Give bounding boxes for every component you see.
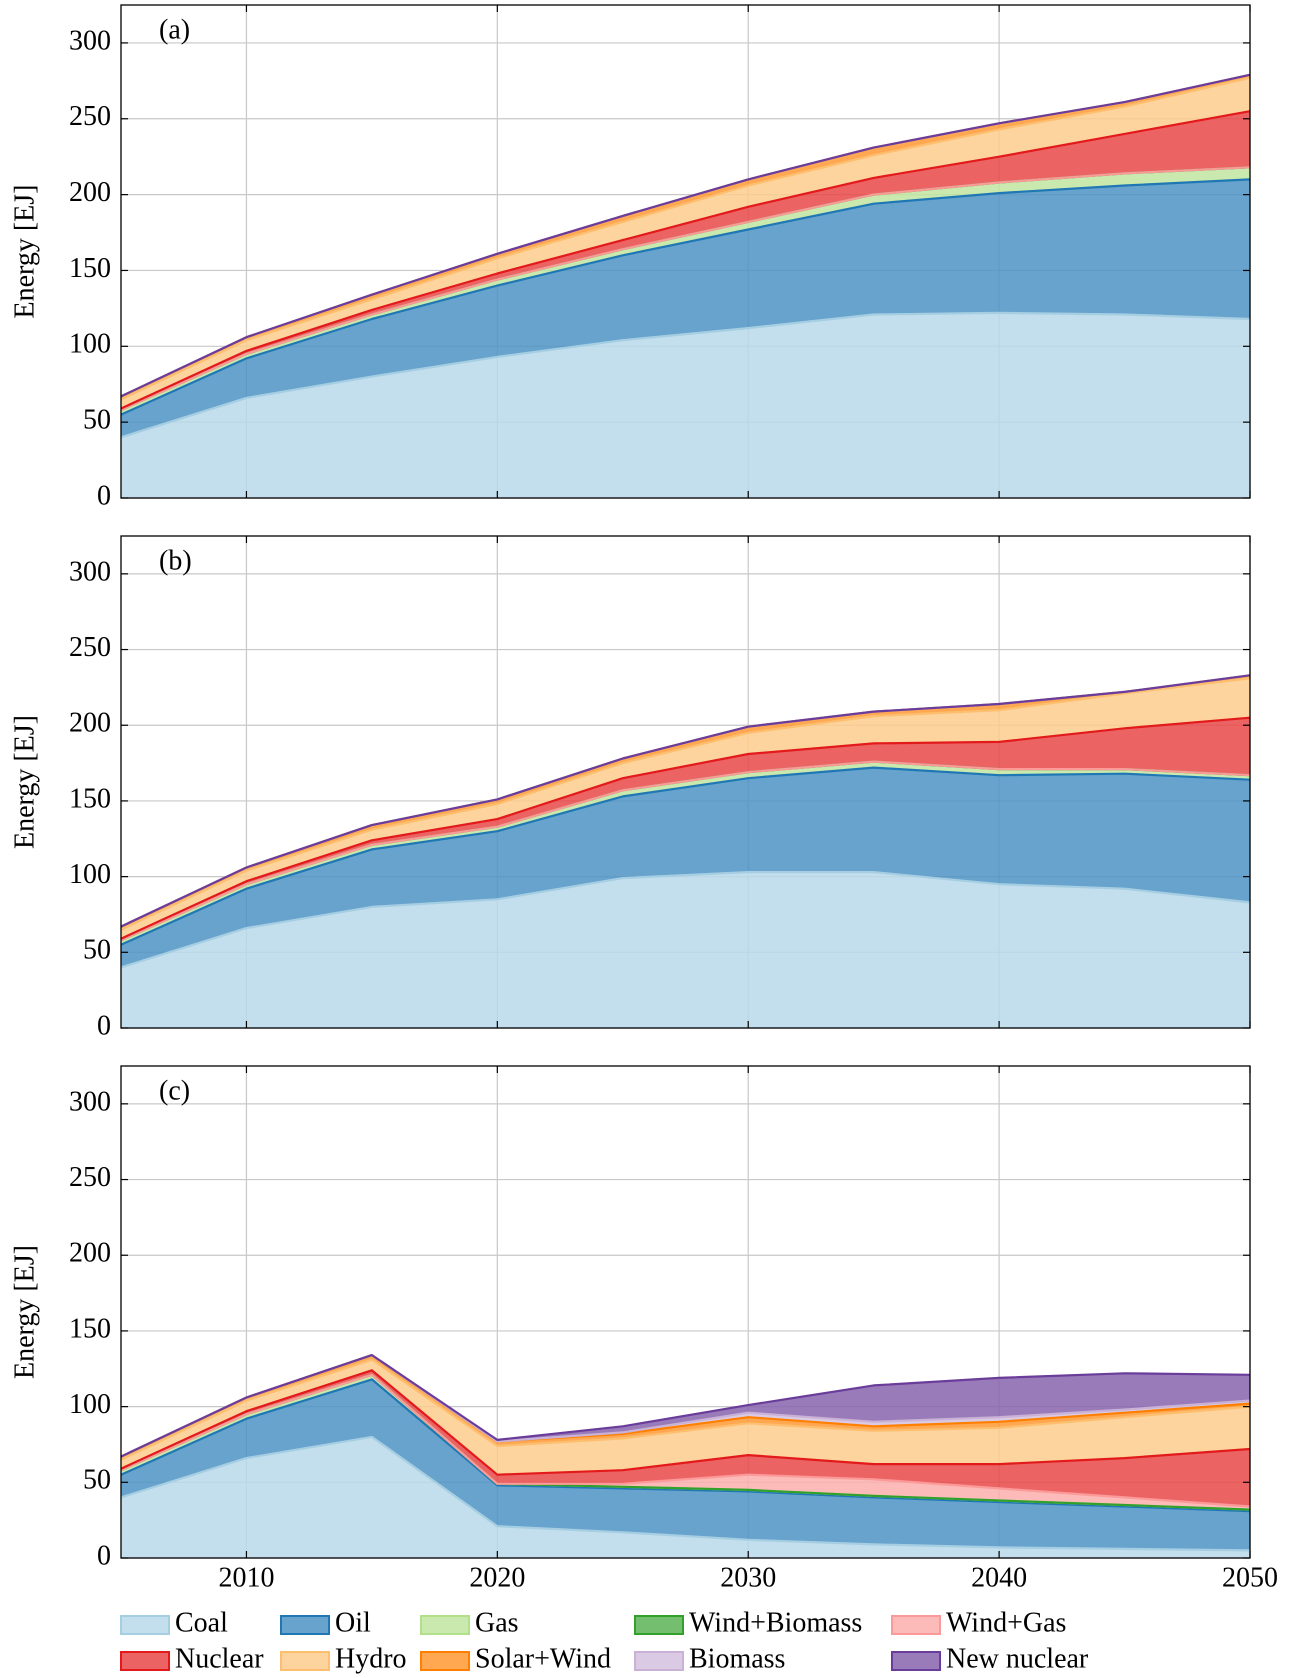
area-edge <box>120 674 1251 928</box>
plot-frame <box>120 535 1251 1029</box>
y-tick-label: 100 <box>69 329 111 360</box>
area-edge <box>120 871 1251 969</box>
legend-label: Wind+Biomass <box>689 1607 862 1638</box>
area <box>121 77 1250 409</box>
y-tick-label: 250 <box>69 1162 111 1193</box>
legend-label: Nuclear <box>175 1643 264 1674</box>
y-tick-label: 150 <box>69 253 111 284</box>
y-tick-label: 50 <box>83 405 111 436</box>
y-tick-label: 250 <box>69 101 111 132</box>
legend-swatch <box>280 1651 330 1671</box>
legend-label: Gas <box>475 1607 519 1638</box>
area <box>121 1359 1250 1475</box>
legend-label: Coal <box>175 1607 228 1638</box>
y-tick-label: 250 <box>69 632 111 663</box>
area-edge <box>120 1435 1251 1552</box>
legend-swatch <box>420 1651 470 1671</box>
x-tick-label: 2020 <box>469 1562 525 1593</box>
y-axis-label: Energy [EJ] <box>9 1245 40 1379</box>
legend-swatch <box>634 1615 684 1635</box>
legend-label: New nuclear <box>946 1643 1089 1674</box>
legend-swatch <box>120 1615 170 1635</box>
x-tick-label: 2010 <box>218 1562 274 1593</box>
area <box>121 1379 1250 1551</box>
area <box>121 111 1250 410</box>
y-tick-label: 0 <box>97 1010 111 1041</box>
legend-swatch <box>120 1651 170 1671</box>
y-tick-label: 100 <box>69 859 111 890</box>
legend-swatch <box>891 1651 941 1671</box>
x-tick-label: 2040 <box>971 1562 1027 1593</box>
area <box>121 717 1250 941</box>
area-edge <box>120 73 1251 398</box>
area <box>121 1436 1250 1558</box>
legend-swatch <box>420 1615 470 1635</box>
area-edge <box>120 716 1251 940</box>
legend: Coal Oil Gas Wind+Biomass Wind+Gas Nuclear Hyd… <box>120 1607 1089 1674</box>
y-tick-label: 100 <box>69 1389 111 1420</box>
y-tick-label: 300 <box>69 1086 111 1117</box>
area <box>121 1370 1250 1507</box>
y-tick-label: 200 <box>69 177 111 208</box>
area <box>121 179 1250 438</box>
plot-frame <box>120 1065 1251 1559</box>
area-edge <box>120 178 1251 416</box>
y-tick-label: 50 <box>83 935 111 966</box>
x-tick-label: 2050 <box>1222 1562 1278 1593</box>
panel: 0 50 100 150 200 250 300 (a) Energy [EJ] <box>9 4 1251 511</box>
area <box>121 312 1250 498</box>
panel-label: (b) <box>159 545 192 576</box>
area-edge <box>120 166 1251 412</box>
x-tick-label: 2030 <box>720 1562 776 1593</box>
y-axis-label: Energy [EJ] <box>9 715 40 849</box>
y-tick-label: 50 <box>83 1465 111 1496</box>
plot-frame <box>120 4 1251 499</box>
legend-swatch <box>634 1651 684 1671</box>
panel: 0 50 100 150 200 250 300 2010 2020 2030 2040 2050 (c… <box>9 1065 1278 1593</box>
y-tick-label: 0 <box>97 480 111 511</box>
area-edge <box>120 110 1251 410</box>
area-edge <box>120 311 1251 439</box>
area-edge <box>120 76 1251 401</box>
y-tick-label: 200 <box>69 708 111 739</box>
y-axis-label: Energy [EJ] <box>9 185 40 319</box>
area-edge <box>120 1369 1251 1476</box>
area-edge <box>120 1373 1251 1508</box>
area <box>121 872 1250 1028</box>
legend-label: Wind+Gas <box>946 1607 1066 1638</box>
area-edge <box>120 677 1251 931</box>
y-tick-label: 150 <box>69 783 111 814</box>
area <box>121 767 1250 968</box>
y-tick-label: 150 <box>69 1313 111 1344</box>
area-edge <box>120 766 1251 946</box>
legend-label: Oil <box>335 1607 371 1638</box>
panel-label: (a) <box>159 14 190 45</box>
area-edge <box>120 1358 1251 1461</box>
area-edge <box>120 1378 1251 1513</box>
area <box>121 1374 1250 1510</box>
panel: 0 50 100 150 200 250 300 (b) Energy [EJ] <box>9 535 1251 1041</box>
area-edge <box>120 1354 1251 1458</box>
panel-label: (c) <box>159 1075 190 1106</box>
legend-swatch <box>280 1615 330 1635</box>
y-tick-label: 300 <box>69 25 111 56</box>
legend-label: Hydro <box>335 1643 407 1674</box>
legend-label: Solar+Wind <box>475 1643 611 1674</box>
area-edge <box>120 760 1251 942</box>
area <box>121 678 1250 939</box>
y-tick-label: 0 <box>97 1540 111 1571</box>
y-tick-label: 200 <box>69 1238 111 1269</box>
y-tick-label: 300 <box>69 556 111 587</box>
legend-label: Biomass <box>689 1643 785 1674</box>
legend-swatch <box>891 1615 941 1635</box>
